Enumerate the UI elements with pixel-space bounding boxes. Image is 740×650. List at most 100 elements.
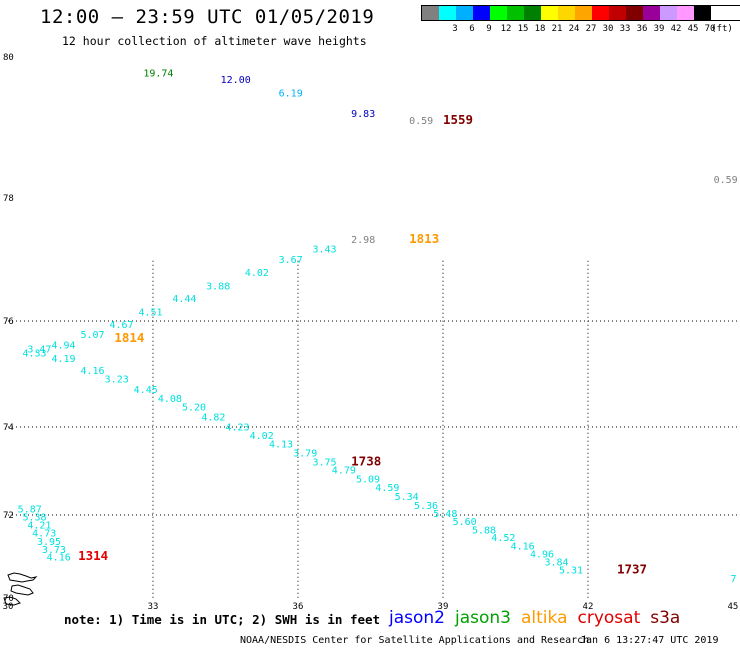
wave-height-value: 3.67 [279,255,303,266]
wave-height-value: 4.16 [511,541,535,552]
latitude-label: 78 [3,194,14,204]
wave-height-value: 3.79 [293,448,317,459]
legend-label: 45 [687,24,699,34]
wave-height-value: 4.82 [201,413,225,424]
legend-label: 33 [619,24,631,34]
wave-height-value: 4.21 [27,520,51,531]
wave-height-value: 4.13 [269,440,293,451]
legend-label: 30 [602,24,614,34]
pass-time: 1737 [617,562,647,577]
wave-height-value: 9.83 [351,109,375,120]
legend-label: 70 [704,24,716,34]
legend-label: 21 [551,24,563,34]
satellite-cryosat: cryosat [577,608,641,628]
wave-height-value: 4.94 [51,341,75,352]
legend-swatch [660,6,677,20]
wave-height-value: 3.23 [105,374,129,385]
map-grid [8,260,740,598]
wave-height-value: 4.96 [530,549,554,560]
legend-label: 24 [568,24,580,34]
wave-height-value: 3.95 [37,537,61,548]
latitude-label: 76 [3,317,14,327]
satellite-legend: jason2 jason3 altika cryosat s3a [389,608,690,628]
wave-height-value: 4.67 [109,320,133,331]
longitude-label: 33 [148,602,159,612]
legend-swatch [541,6,558,20]
legend-swatch [626,6,643,20]
legend-label: 36 [636,24,648,34]
latitude-label: 74 [3,423,14,433]
wave-height-value: 5.88 [472,525,496,536]
pass-time: 1813 [409,231,439,246]
wave-height-value: 5.60 [453,517,477,528]
wave-height-value: 3.88 [206,282,230,293]
legend-label: 27 [585,24,597,34]
wave-height-observations: 19.74 12.00 6.19 9.83 0.59 0.59 2.98 3.43 3.67 4.… [18,69,738,585]
satellite-s3a: s3a [650,608,681,628]
latitude-label: 70 [3,594,14,604]
legend-swatch [694,6,711,20]
wave-height-value: 5.09 [356,474,380,485]
wave-height-value: 4.23 [225,423,249,434]
wave-height-value: 0.59 [409,116,433,127]
wave-height-value: 3.75 [312,457,336,468]
wave-height-value: 4.79 [332,466,356,477]
map-subtitle: 12 hour collection of altimeter wave hei… [62,34,367,48]
wave-height-value: 4.33 [22,349,46,360]
legend-unit: (ft) [711,24,733,34]
wave-height-value: 3.43 [312,245,336,256]
legend-swatch [677,6,694,20]
legend-label: 39 [653,24,665,34]
longitude-label: 30 [3,602,14,612]
wave-height-value: 4.02 [250,431,274,442]
units-note: note: 1) Time is in UTC; 2) SWH is in fe… [64,612,381,627]
legend-swatch [524,6,541,20]
legend-labels: 3 6 9 12 15 18 21 24 27 30 33 36 39 42 45 70 (ft) [421,21,740,35]
legend-swatch [558,6,575,20]
legend-swatch [439,6,456,20]
legend-swatch [422,6,439,20]
wave-height-value: 7 [731,574,737,585]
wave-height-value: 3.47 [27,344,51,355]
legend-swatch [575,6,592,20]
legend-label: 9 [486,24,492,34]
wave-height-value: 4.16 [80,366,104,377]
wave-height-value: 3.84 [544,558,568,569]
latitude-label: 72 [3,511,14,521]
legend-swatch [507,6,524,20]
legend-swatch [643,6,660,20]
wave-height-color-legend: 3 6 9 12 15 18 21 24 27 30 33 36 39 42 45 70 (ft) [421,5,740,35]
wave-height-value: 4.08 [158,394,182,405]
wave-height-value: 6.19 [279,88,303,99]
longitude-label: 45 [728,602,739,612]
legend-label: 42 [670,24,682,34]
wave-height-value: 4.16 [47,553,71,564]
wave-height-value: 5.07 [80,330,104,341]
wave-height-value: 5.34 [395,492,419,503]
wave-height-value: 3.73 [42,545,66,556]
satellite-jason3: jason3 [455,608,511,628]
legend-label: 18 [534,24,546,34]
wave-height-value: 4.73 [32,529,56,540]
satellite-altika: altika [521,608,568,628]
wave-height-value: 0.59 [714,175,738,186]
pass-time: 1559 [443,112,473,127]
pass-time: 1814 [114,330,144,345]
wave-height-value: 4.52 [491,533,515,544]
wave-height-value: 4.19 [51,354,75,365]
pass-time: 1314 [78,548,108,563]
longitude-label: 39 [438,602,449,612]
wave-height-value: 4.02 [245,268,269,279]
satellite-jason2: jason2 [389,608,445,628]
legend-label: 6 [469,24,475,34]
wave-height-value: 4.45 [134,385,158,396]
legend-swatch [592,6,609,20]
footer-credit: NOAA/NESDIS Center for Satellite Applica… [240,635,590,646]
latitude-label: 80 [3,53,14,63]
wave-height-value: 5.38 [22,512,46,523]
wave-height-value: 5.87 [18,504,42,515]
longitude-label: 36 [293,602,304,612]
wave-height-value: 5.36 [414,501,438,512]
